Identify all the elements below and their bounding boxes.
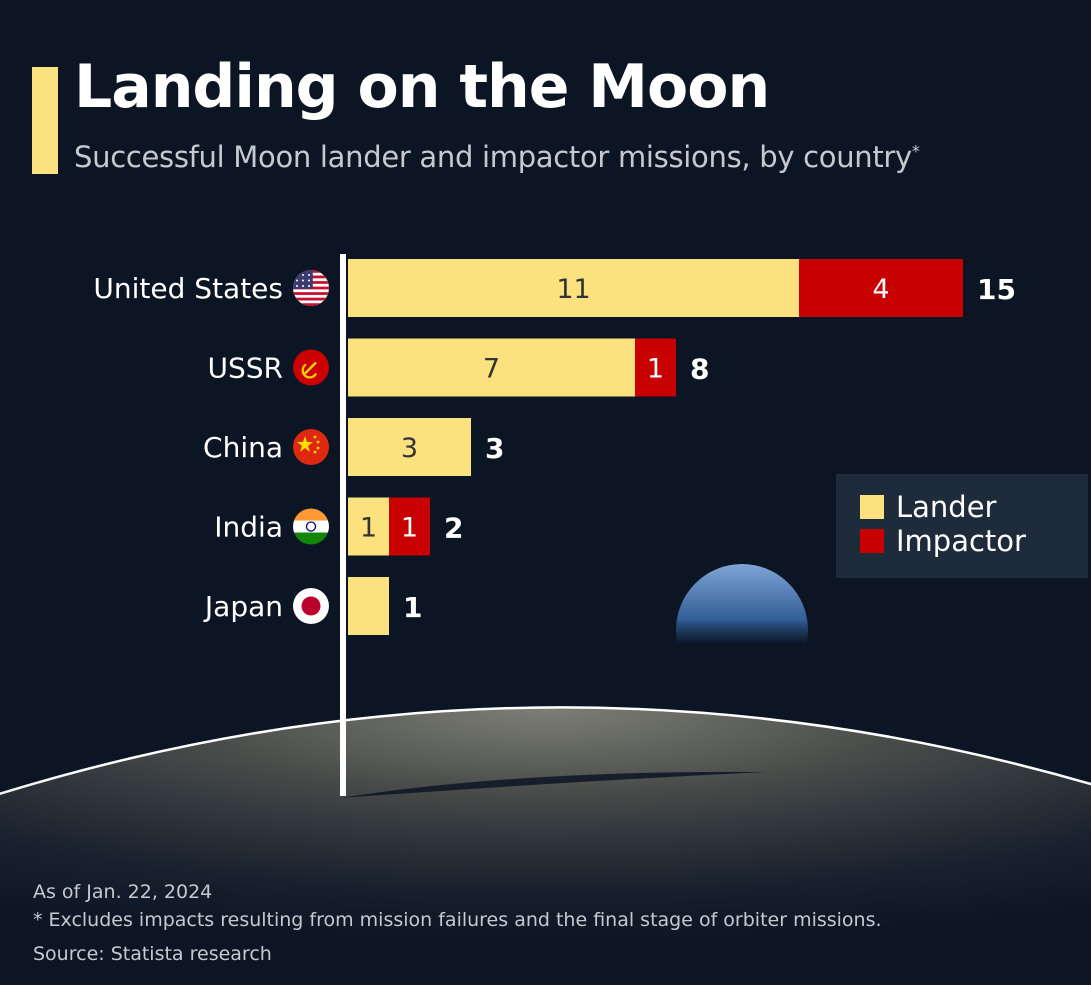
impactor-bar: [389, 497, 430, 556]
category-label: USSR: [208, 352, 284, 385]
subtitle: Successful Moon lander and impactor miss…: [74, 140, 920, 174]
legend-item-lander: Lander: [860, 490, 996, 524]
lander-bar: [348, 577, 389, 635]
total-value-label: 3: [485, 432, 504, 465]
lander-swatch: [860, 495, 884, 519]
legend-item-impactor: Impactor: [860, 524, 1026, 558]
moon-surface: [0, 706, 1091, 985]
lander-bar: [348, 259, 799, 317]
date-note: As of Jan. 22, 2024: [33, 881, 213, 903]
subtitle-footnote-mark: *: [911, 141, 920, 161]
impactor-bar: [799, 259, 963, 317]
legend: Lander Impactor: [836, 474, 1088, 578]
lander-value-label: 7: [483, 354, 500, 385]
us-flag-icon: [293, 270, 329, 306]
category-label: China: [203, 431, 283, 464]
china-flag-icon: [293, 429, 329, 465]
category-label: United States: [93, 272, 283, 305]
lander-bar: [348, 497, 389, 556]
legend-label-impactor: Impactor: [896, 524, 1026, 558]
footnote: * Excludes impacts resulting from missio…: [33, 909, 882, 931]
impactor-value-label: 4: [872, 274, 889, 305]
source-note: Source: Statista research: [33, 943, 272, 965]
legend-label-lander: Lander: [896, 490, 997, 524]
category-label: Japan: [203, 590, 283, 623]
lander-value-label: 11: [556, 274, 590, 305]
page-title: Landing on the Moon: [74, 52, 770, 122]
impactor-value-label: 1: [401, 513, 418, 544]
ussr-flag-icon: [293, 349, 329, 386]
title-accent-bar: [32, 67, 58, 174]
lander-bar: [348, 418, 471, 476]
lander-value-label: 1: [360, 513, 377, 544]
total-value-label: 8: [690, 353, 709, 386]
impactor-bar: [635, 338, 676, 397]
impactor-value-label: 1: [647, 354, 664, 385]
japan-flag-icon: [293, 588, 329, 624]
subtitle-text: Successful Moon lander and impactor miss…: [74, 140, 912, 174]
india-flag-icon: [293, 508, 329, 545]
lander-bar: [348, 338, 635, 397]
total-value-label: 15: [977, 273, 1016, 306]
impactor-swatch: [860, 529, 884, 553]
lander-value-label: 3: [401, 433, 418, 464]
earth-icon: [670, 560, 820, 645]
total-value-label: 1: [403, 591, 422, 624]
category-label: India: [214, 511, 283, 544]
total-value-label: 2: [444, 512, 463, 545]
